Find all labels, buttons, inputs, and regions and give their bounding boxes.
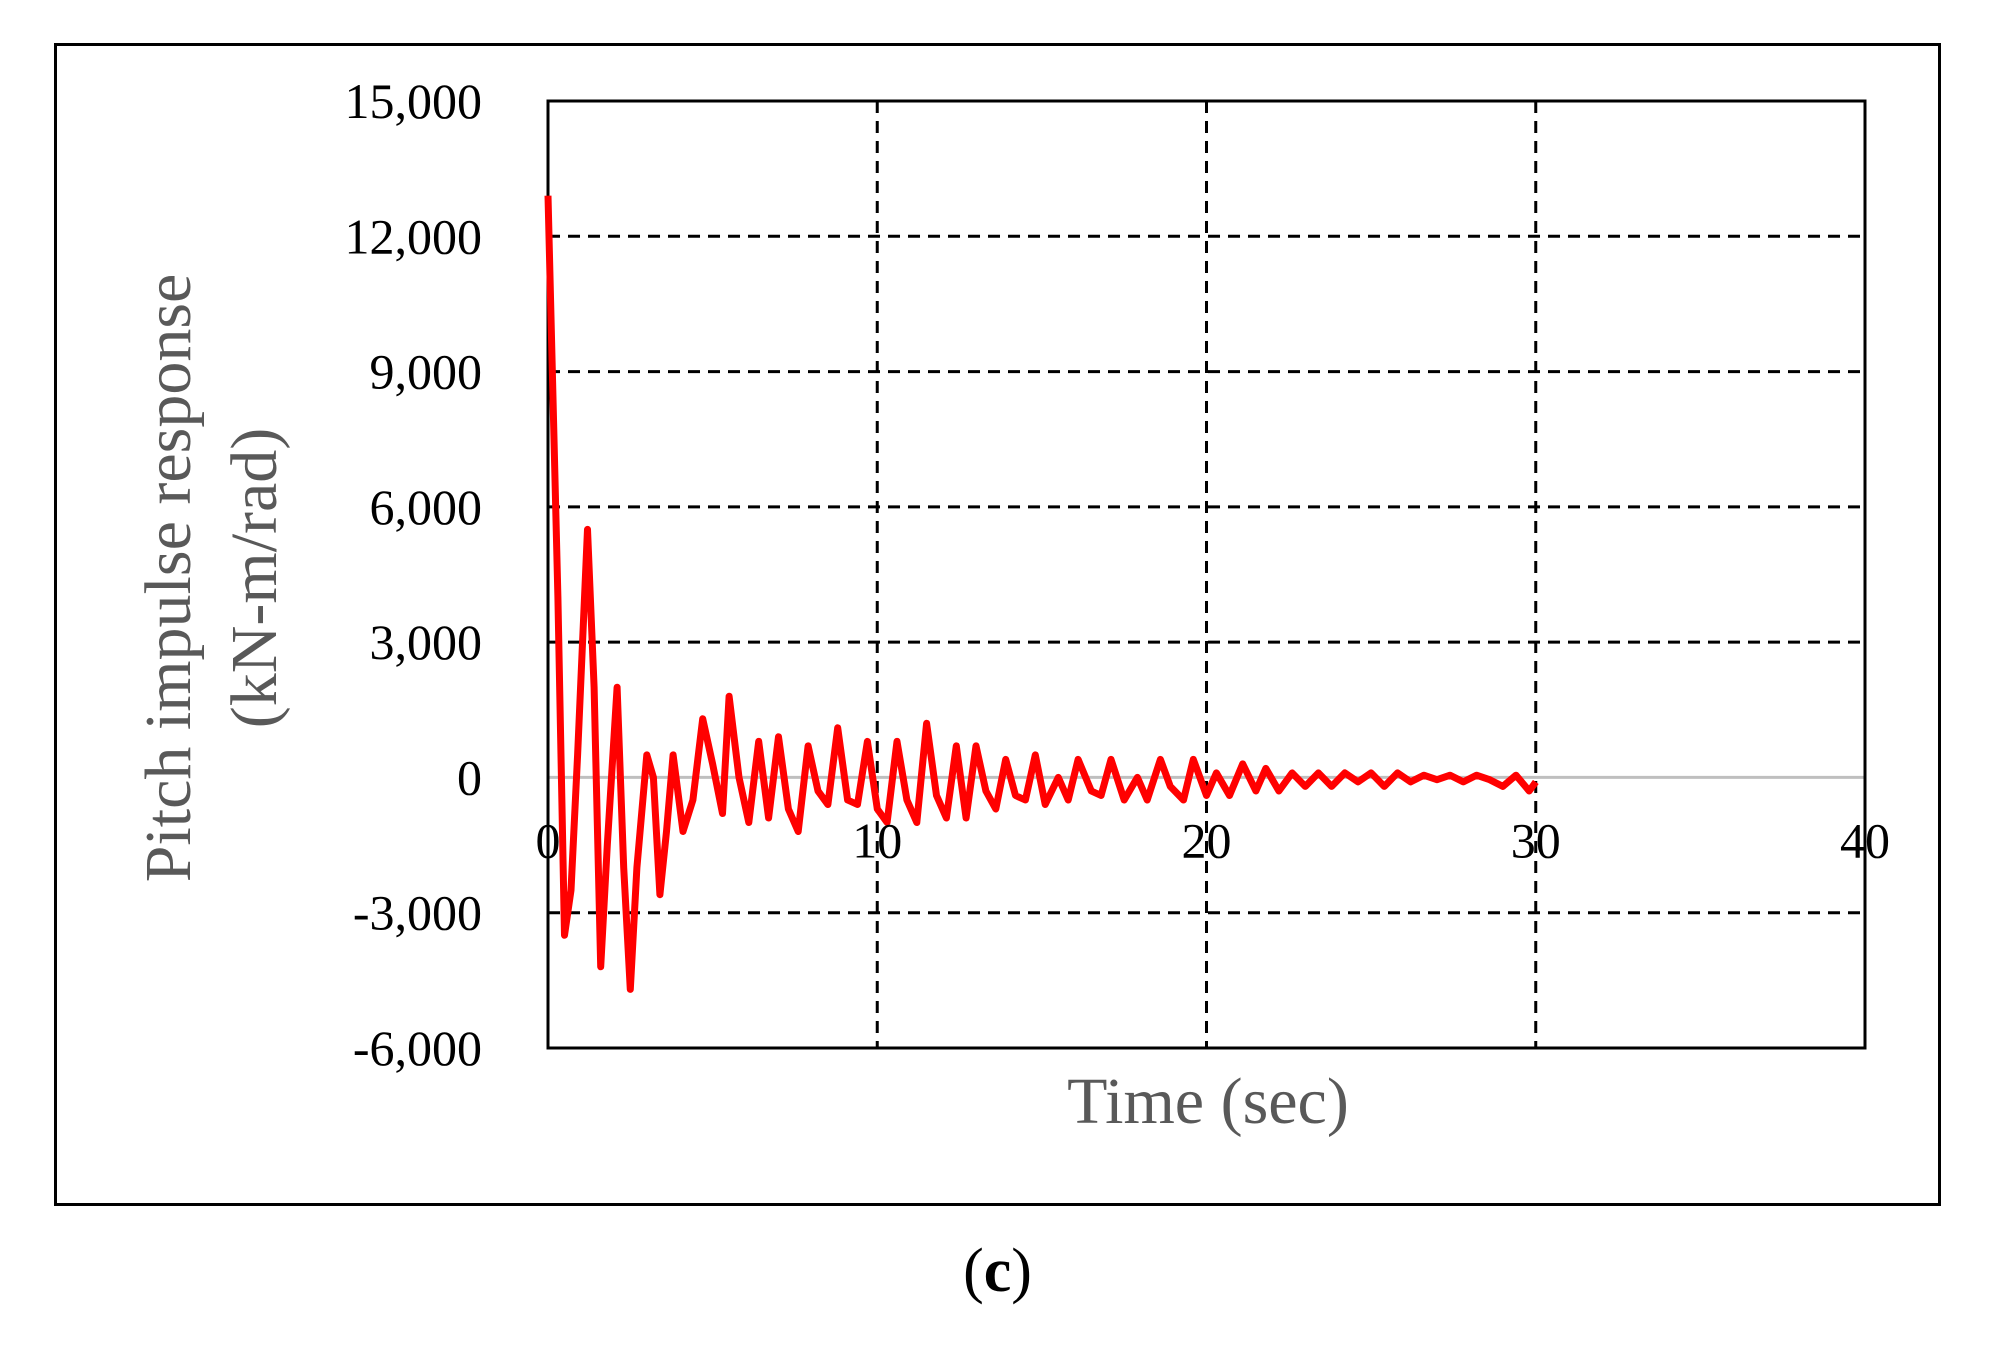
y-axis-title: Pitch impulse response (kN-m/rad) <box>132 274 291 883</box>
series-line <box>544 195 1539 993</box>
y-axis-title-line-2: (kN-m/rad) <box>218 428 291 729</box>
y-tick-label: -3,000 <box>353 885 482 941</box>
x-tick-label: 40 <box>1840 812 1890 868</box>
grid-layer <box>546 101 1865 1048</box>
y-tick-label: 15,000 <box>345 73 483 129</box>
chart-frame <box>54 43 1941 1206</box>
x-tick-labels: 0 10 20 30 40 <box>536 812 1891 868</box>
y-tick-label: -6,000 <box>353 1020 482 1076</box>
y-tick-label: 12,000 <box>345 208 483 264</box>
y-tick-label: 0 <box>457 749 482 805</box>
panel-label-open: ( <box>963 1237 984 1305</box>
x-tick-label: 0 <box>536 812 561 868</box>
y-tick-label: 3,000 <box>370 614 483 670</box>
panel-label: (c) <box>0 1236 1995 1307</box>
x-axis-title: Time (sec) <box>1067 1065 1349 1138</box>
y-tick-label: 6,000 <box>370 479 483 535</box>
y-tick-label: 9,000 <box>370 344 483 400</box>
x-tick-label: 30 <box>1511 812 1561 868</box>
panel-label-close: ) <box>1011 1237 1032 1305</box>
x-tick-label: 10 <box>852 812 902 868</box>
plot-area <box>546 99 1867 1050</box>
x-tick-label: 20 <box>1182 812 1232 868</box>
y-tick-labels: 15,000 12,000 9,000 6,000 3,000 0 -3,000 -6,000 <box>345 73 483 1076</box>
y-axis-title-line-1: Pitch impulse response <box>132 274 205 883</box>
panel-label-letter: c <box>983 1237 1012 1305</box>
